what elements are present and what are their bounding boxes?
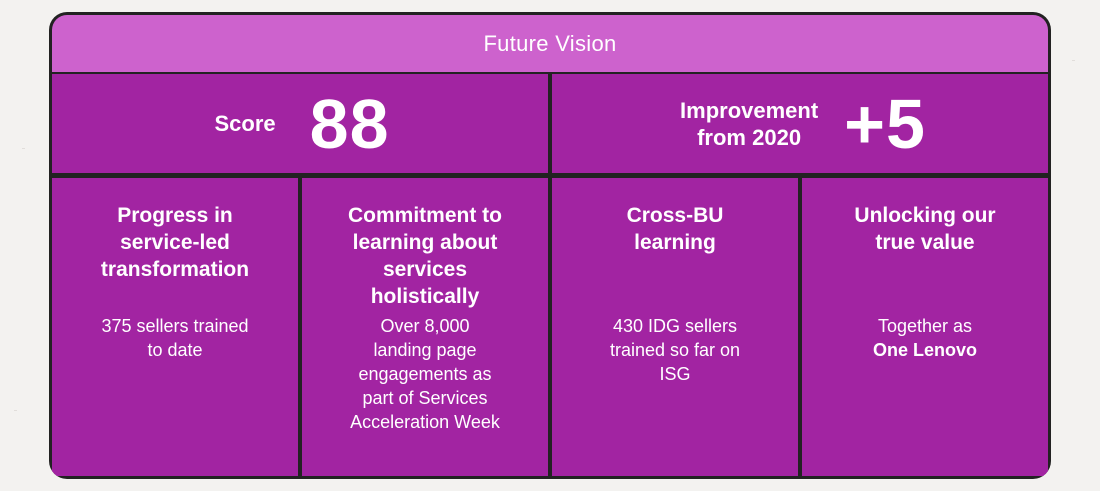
score-cell: Score 88: [52, 74, 548, 173]
card-body-line: trained so far on: [609, 340, 741, 360]
card-title: Progress in service-led transformation: [66, 202, 284, 314]
card-body-emphasis: One Lenovo: [872, 340, 977, 360]
card-title-line: Commitment to: [348, 204, 502, 227]
card-body-line: 375 sellers trained: [101, 316, 249, 336]
card-body-line: Over 8,000: [380, 316, 470, 336]
paper-texture-speck: [14, 410, 17, 411]
card-title-line: Progress in: [117, 204, 233, 227]
card-body: 430 IDG sellers trained so far on ISG: [566, 314, 784, 386]
card-title-line: services: [382, 258, 468, 281]
improvement-label-line: Improvement: [680, 97, 819, 123]
improvement-label: Improvement from 2020: [680, 97, 818, 151]
card-body-line: part of Services: [362, 388, 488, 408]
card-body-line: ISG: [659, 364, 691, 384]
card-body-line: Together as: [877, 316, 973, 336]
card-title: Commitment to learning about services ho…: [316, 202, 534, 314]
card-title: Cross-BU learning: [566, 202, 784, 314]
improvement-value: +5: [844, 84, 926, 163]
card-title-line: true value: [875, 231, 975, 254]
panel-header: Future Vision: [52, 15, 1048, 72]
card-title-line: service-led: [120, 231, 230, 254]
card-body-line: engagements as: [358, 364, 492, 384]
card-title-line: transformation: [100, 258, 250, 281]
card-body-line: landing page: [373, 340, 477, 360]
card-body-line: Acceleration Week: [350, 412, 500, 432]
card-title-line: Unlocking our: [854, 204, 996, 227]
card-body: Over 8,000 landing page engagements as p…: [316, 314, 534, 434]
card-service-led-transformation: Progress in service-led transformation 3…: [52, 178, 298, 476]
improvement-label-line: from 2020: [697, 124, 802, 150]
future-vision-panel: Future Vision Score 88 Improvement from …: [49, 12, 1051, 479]
improvement-cell: Improvement from 2020 +5: [552, 74, 1048, 173]
card-body-line: 430 IDG sellers: [612, 316, 738, 336]
card-title: Unlocking our true value: [816, 202, 1034, 314]
paper-texture-speck: [1072, 60, 1075, 61]
card-title-line: holistically: [370, 285, 480, 308]
card-title-line: learning about: [352, 231, 498, 254]
card-body: 375 sellers trained to date: [66, 314, 284, 362]
card-title-line: learning: [634, 231, 716, 254]
card-cross-bu-learning: Cross-BU learning 430 IDG sellers traine…: [552, 178, 798, 476]
paper-texture-speck: [22, 148, 25, 149]
score-value: 88: [309, 84, 390, 163]
card-body-line: to date: [147, 340, 203, 360]
card-unlocking-true-value: Unlocking our true value Together as One…: [802, 178, 1048, 476]
card-body: Together as One Lenovo: [816, 314, 1034, 362]
score-label: Score: [214, 111, 276, 136]
card-title-line: Cross-BU: [626, 204, 724, 227]
panel-title: Future Vision: [483, 30, 617, 56]
card-learning-about-services: Commitment to learning about services ho…: [302, 178, 548, 476]
